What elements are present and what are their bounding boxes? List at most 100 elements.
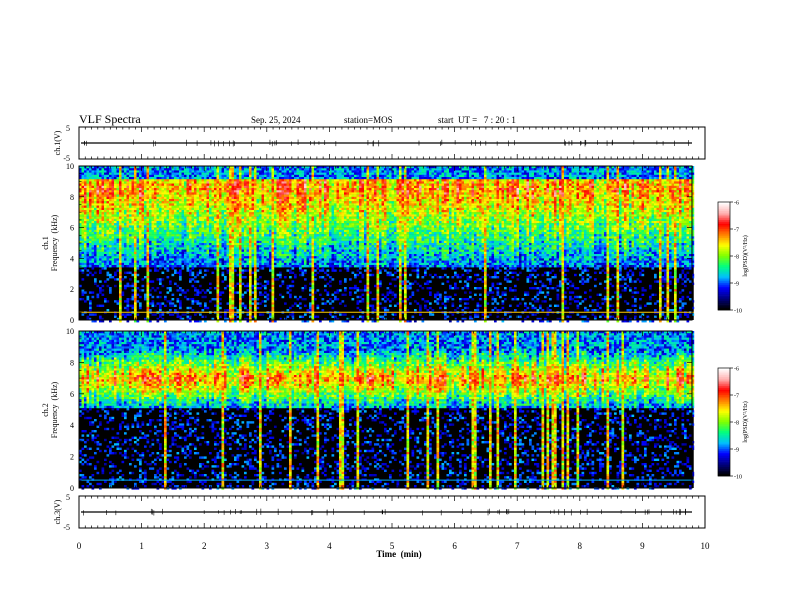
spectrogram-cell (209, 170, 212, 172)
spectrogram-cell (159, 214, 162, 216)
spectrogram-cell (244, 199, 247, 201)
spectrogram-cell (234, 184, 237, 186)
spectrogram-cell (207, 234, 210, 236)
spectrogram-cell (142, 175, 145, 177)
spectrogram-cell (127, 313, 130, 315)
spectrogram-cell (109, 195, 112, 197)
spectrogram-cell (159, 258, 162, 260)
spectrogram-cell (294, 175, 297, 177)
spectrogram-cell (264, 254, 267, 256)
spectrogram-cell (214, 199, 217, 201)
spectrogram-cell (274, 278, 277, 280)
spectrogram-cell (119, 276, 122, 278)
spectrogram-cell (284, 302, 287, 304)
spectrogram-cell (139, 256, 142, 258)
spectrogram-cell (232, 309, 235, 311)
spectrogram-cell (127, 265, 130, 267)
spectrogram-cell (159, 228, 162, 230)
spectrogram-cell (214, 221, 217, 223)
spectrogram-cell (259, 291, 262, 293)
spectrogram-cell (189, 208, 192, 210)
spectrogram-cell (94, 206, 97, 208)
spectrogram-cell (274, 197, 277, 199)
spectrogram-cell (164, 192, 167, 194)
spectrogram-cell (169, 228, 172, 230)
spectrogram-cell (164, 219, 167, 221)
spectrogram-cell (129, 217, 132, 219)
spectrogram-cell (109, 239, 112, 241)
spectrogram-cell (289, 177, 292, 179)
spectrogram-cell (147, 184, 150, 186)
spectrogram-cell (269, 181, 272, 183)
spectrogram-cell (272, 221, 275, 223)
spectrogram-cell (232, 287, 235, 289)
spectrogram-cell (212, 252, 215, 254)
spectrogram-cell (244, 221, 247, 223)
spectrogram-cell (119, 316, 122, 318)
spectrogram-cell (254, 212, 257, 214)
spectrogram-cell (209, 190, 212, 192)
spectrogram-cell (92, 239, 95, 241)
spectrogram-cell (197, 289, 200, 291)
spectrogram-cell (122, 252, 125, 254)
spectrogram-cell (87, 228, 90, 230)
spectrogram-cell (149, 184, 152, 186)
spectrogram-cell (262, 267, 265, 269)
spectrogram-cell (222, 186, 225, 188)
spectrogram-cell (257, 250, 260, 252)
spectrogram-cell (274, 170, 277, 172)
spectrogram-cell (187, 223, 190, 225)
spectrogram-cell (109, 168, 112, 170)
spectrogram-cell (257, 197, 260, 199)
spectrogram-cell (184, 313, 187, 315)
spectrogram-cell (204, 269, 207, 271)
spectrogram-cell (137, 241, 140, 243)
spectrogram-cell (164, 225, 167, 227)
spectrogram-cell (94, 210, 97, 212)
spectrogram-cell (129, 234, 132, 236)
spectrogram-cell (247, 192, 250, 194)
spectrogram-cell (149, 263, 152, 265)
spectrogram-cell (114, 210, 117, 212)
spectrogram-cell (259, 302, 262, 304)
spectrogram-cell (122, 210, 125, 212)
spectrogram-cell (217, 287, 220, 289)
spectrogram-cell (167, 221, 170, 223)
spectrogram-cell (217, 258, 220, 260)
spectrogram-cell (94, 230, 97, 232)
spectrogram-cell (184, 258, 187, 260)
spectrogram-cell (272, 239, 275, 241)
spectrogram-cell (254, 173, 257, 175)
spectrogram-cell (239, 261, 242, 263)
spectrogram-cell (122, 181, 125, 183)
panel-ch1-waveform: 5 -5 ch.1(V) (53, 124, 705, 163)
spectrogram-cell (114, 256, 117, 258)
spectrogram-cell (127, 217, 130, 219)
spectrogram-cell (182, 223, 185, 225)
spectrogram-cell (154, 225, 157, 227)
spectrogram-cell (224, 309, 227, 311)
spectrogram-cell (282, 258, 285, 260)
spectrogram-cell (127, 201, 130, 203)
spectrogram-cell (219, 192, 222, 194)
spectrogram-cell (192, 247, 195, 249)
spectrogram-cell (159, 241, 162, 243)
spectrogram-cell (257, 241, 260, 243)
spectrogram-cell (167, 239, 170, 241)
spectrogram-cell (264, 287, 267, 289)
spectrogram-cell (144, 254, 147, 256)
spectrogram-cell (194, 175, 197, 177)
spectrogram-cell (142, 212, 145, 214)
spectrogram-cell (279, 274, 282, 276)
spectrogram-cell (152, 265, 155, 267)
spectrogram-cell (232, 283, 235, 285)
spectrogram-cell (257, 261, 260, 263)
spectrogram-cell (134, 267, 137, 269)
spectrogram-cell (174, 247, 177, 249)
spectrogram-cell (284, 221, 287, 223)
spectrogram-cell (122, 197, 125, 199)
spectrogram-cell (249, 289, 252, 291)
spectrogram-cell (89, 181, 92, 183)
spectrogram-cell (119, 221, 122, 223)
spectrogram-cell (269, 212, 272, 214)
